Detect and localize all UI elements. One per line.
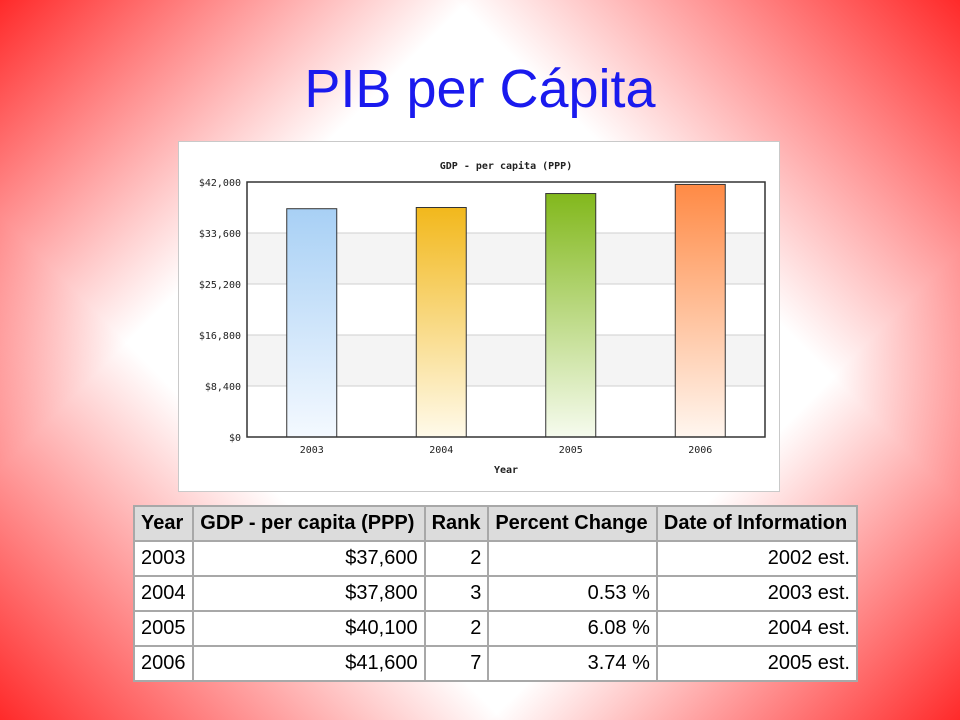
cell-year: 2003 — [132, 540, 195, 577]
y-tick-label: $42,000 — [199, 178, 241, 189]
x-tick-label: 2005 — [559, 445, 583, 456]
gdp-table: Year GDP - per capita (PPP) Rank Percent… — [132, 505, 859, 682]
cell-rank: 2 — [423, 610, 490, 647]
x-axis-label: Year — [494, 465, 518, 476]
bar-2006 — [674, 183, 726, 438]
header-percent-change: Percent Change — [487, 505, 658, 542]
x-tick-label: 2004 — [429, 445, 453, 456]
table-header-row: Year GDP - per capita (PPP) Rank Percent… — [132, 505, 859, 542]
plot-frame — [246, 181, 766, 438]
table-row: 2003 $37,600 2 2002 est. — [132, 540, 859, 577]
gdp-chart: $0 $8,400 $16,800 $25,200 $33,600 $42,000 2003… — [178, 141, 780, 492]
cell-gdp: $37,800 — [192, 575, 426, 612]
cell-date: 2002 est. — [655, 540, 859, 577]
cell-gdp: $40,100 — [192, 610, 426, 647]
header-rank: Rank — [423, 505, 490, 542]
y-tick-label: $25,200 — [199, 280, 241, 291]
table-row: 2004 $37,800 3 0.53 % 2003 est. — [132, 575, 859, 612]
bar-2004 — [415, 207, 467, 438]
cell-year: 2006 — [132, 645, 195, 682]
y-tick-label: $16,800 — [199, 331, 241, 342]
cell-percent-change: 0.53 % — [487, 575, 658, 612]
header-year: Year — [132, 505, 195, 542]
cell-percent-change: 3.74 % — [487, 645, 658, 682]
header-gdp: GDP - per capita (PPP) — [192, 505, 426, 542]
cell-percent-change: 6.08 % — [487, 610, 658, 647]
cell-gdp: $37,600 — [192, 540, 426, 577]
table-row: 2006 $41,600 7 3.74 % 2005 est. — [132, 645, 859, 682]
cell-year: 2004 — [132, 575, 195, 612]
cell-rank: 7 — [423, 645, 490, 682]
cell-rank: 2 — [423, 540, 490, 577]
cell-rank: 3 — [423, 575, 490, 612]
y-tick-label: $33,600 — [199, 229, 241, 240]
cell-percent-change — [487, 540, 658, 577]
cell-year: 2005 — [132, 610, 195, 647]
header-date-of-information: Date of Information — [655, 505, 859, 542]
x-tick-label: 2003 — [300, 445, 324, 456]
cell-date: 2004 est. — [655, 610, 859, 647]
cell-gdp: $41,600 — [192, 645, 426, 682]
chart-svg: $0 $8,400 $16,800 $25,200 $33,600 $42,000 2003… — [199, 160, 766, 476]
x-tick-label: 2006 — [688, 445, 712, 456]
chart-title: GDP - per capita (PPP) — [440, 160, 572, 172]
bar-2003 — [286, 208, 338, 438]
cell-date: 2005 est. — [655, 645, 859, 682]
slide-title: PIB per Cápita — [304, 59, 656, 119]
y-tick-label: $0 — [229, 433, 241, 444]
cell-date: 2003 est. — [655, 575, 859, 612]
table-row: 2005 $40,100 2 6.08 % 2004 est. — [132, 610, 859, 647]
bar-2005 — [545, 193, 597, 438]
y-tick-label: $8,400 — [205, 382, 241, 393]
